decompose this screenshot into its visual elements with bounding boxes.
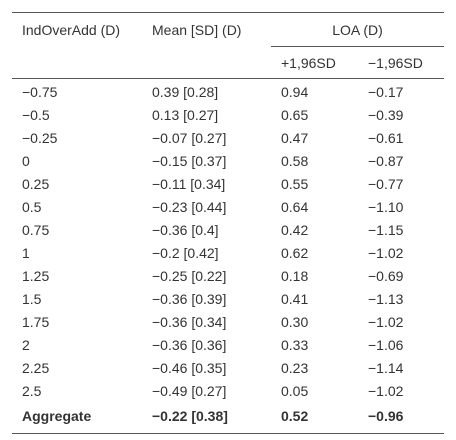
table-cell: −0.17 — [368, 83, 404, 100]
table-row: 1.5 −0.36 [0.39] 0.41 −1.13 — [12, 287, 444, 310]
table-cell: 0.33 — [281, 336, 309, 353]
table-row: 0.25 −0.11 [0.34] 0.55 −0.77 — [12, 172, 444, 195]
table-cell: 1.25 — [22, 267, 50, 284]
table-cell: −0.61 — [368, 129, 404, 146]
table-body: −0.75 0.39 [0.28] 0.94 −0.17 −0.5 0.13 [0.27]… — [12, 79, 445, 434]
table-cell: 2.25 — [22, 359, 50, 376]
table-cell: 1 — [22, 244, 30, 261]
subheader-cell: −1,96SD — [358, 46, 445, 79]
table-cell: −1.02 — [368, 313, 404, 330]
table-cell: −0.46 [0.35] — [152, 359, 227, 376]
table-cell: −1.13 — [368, 290, 404, 307]
data-table: IndOverAdd (D) Mean [SD] (D) LOA (D) +1,… — [12, 12, 445, 434]
table-row: Aggregate −0.22 [0.38] 0.52 −0.96 — [12, 402, 445, 434]
table-cell: −0.23 [0.44] — [152, 198, 227, 215]
table-cell: −0.07 [0.27] — [152, 129, 227, 146]
table-cell: 0.13 [0.27] — [152, 106, 219, 123]
table-cell: −0.36 [0.39] — [152, 290, 227, 307]
table-cell: −0.25 [0.22] — [152, 267, 227, 284]
table-cell: Aggregate — [12, 402, 142, 434]
table-row: 1 −0.2 [0.42] 0.62 −1.02 — [12, 241, 444, 264]
table-row: 2.5 −0.49 [0.27] 0.05 −1.02 — [12, 379, 444, 402]
table-cell: 0.30 — [281, 313, 309, 330]
table-cell: 0.05 — [281, 382, 309, 399]
table-cell: −0.36 [0.4] — [152, 221, 219, 238]
table-row: 0 −0.15 [0.37] 0.58 −0.87 — [12, 149, 444, 172]
table-cell: −0.36 [0.36] — [152, 336, 227, 353]
table-cell: −0.36 [0.34] — [152, 313, 227, 330]
table-cell: −0.39 — [368, 106, 404, 123]
table-cell: −0.77 — [368, 175, 404, 192]
table-cell: 0.47 — [281, 129, 309, 146]
table-cell: −0.96 — [358, 402, 445, 434]
table-row: 2 −0.36 [0.36] 0.33 −1.06 — [12, 333, 444, 356]
table-row: 0.75 −0.36 [0.4] 0.42 −1.15 — [12, 218, 444, 241]
table-cell: 0.23 — [281, 359, 309, 376]
table-cell: 0.5 — [22, 198, 42, 215]
table-cell: −0.25 — [22, 129, 58, 146]
header-cell — [142, 46, 271, 79]
table-cell: 1.5 — [22, 290, 42, 307]
table-cell: 0.62 — [281, 244, 309, 261]
table-cell: −0.22 [0.38] — [142, 402, 271, 434]
table-cell: 0.94 — [281, 83, 309, 100]
table-cell: −0.5 — [22, 106, 50, 123]
table-cell: −1.06 — [368, 336, 404, 353]
table-cell: 0.58 — [281, 152, 309, 169]
table-row: 1.75 −0.36 [0.34] 0.30 −1.02 — [12, 310, 444, 333]
table-cell: 0.18 — [281, 267, 309, 284]
header-cell: IndOverAdd (D) — [12, 12, 142, 47]
table-cell: −1.02 — [368, 244, 404, 261]
table-row: −0.5 0.13 [0.27] 0.65 −0.39 — [12, 103, 444, 126]
table-cell: 0.39 [0.28] — [152, 83, 219, 100]
table-cell: −0.87 — [368, 152, 404, 169]
table-cell: 0.75 — [22, 221, 50, 238]
table-cell: 1.75 — [22, 313, 50, 330]
table-row: −0.75 0.39 [0.28] 0.94 −0.17 — [12, 79, 444, 104]
table-cell: 0.64 — [281, 198, 309, 215]
table-cell: 0.41 — [281, 290, 309, 307]
table-header: IndOverAdd (D) Mean [SD] (D) LOA (D) +1,… — [12, 12, 445, 79]
table-cell: −0.75 — [22, 83, 58, 100]
table-cell: −0.15 [0.37] — [152, 152, 227, 169]
subheader-row: +1,96SD −1,96SD — [12, 46, 445, 79]
header-row: IndOverAdd (D) Mean [SD] (D) LOA (D) — [12, 12, 445, 47]
table-cell: −1.15 — [368, 221, 404, 238]
table-cell: 0.52 — [271, 402, 358, 434]
table-cell: 0.25 — [22, 175, 50, 192]
table-cell: 0.55 — [281, 175, 309, 192]
table-cell: 0.42 — [281, 221, 309, 238]
table-cell: −1.14 — [368, 359, 404, 376]
table-cell: 0.65 — [281, 106, 309, 123]
table-cell: −0.69 — [368, 267, 404, 284]
header-cell: Mean [SD] (D) — [142, 12, 271, 47]
table-row: 0.5 −0.23 [0.44] 0.64 −1.10 — [12, 195, 444, 218]
table-row: −0.25 −0.07 [0.27] 0.47 −0.61 — [12, 126, 444, 149]
table-cell: −1.10 — [368, 198, 404, 215]
subheader-cell: +1,96SD — [271, 46, 358, 79]
table-cell: −0.49 [0.27] — [152, 382, 227, 399]
table-cell: 0 — [22, 152, 30, 169]
table-cell: −1.02 — [368, 382, 404, 399]
table-cell: 2.5 — [22, 382, 42, 399]
table-row: 1.25 −0.25 [0.22] 0.18 −0.69 — [12, 264, 444, 287]
table-cell: −0.11 [0.34] — [152, 175, 226, 192]
table-row: 2.25 −0.46 [0.35] 0.23 −1.14 — [12, 356, 444, 379]
header-cell — [12, 46, 142, 79]
table-cell: 2 — [22, 336, 30, 353]
table-cell: −0.2 [0.42] — [152, 244, 219, 261]
header-group: LOA (D) — [271, 12, 445, 47]
